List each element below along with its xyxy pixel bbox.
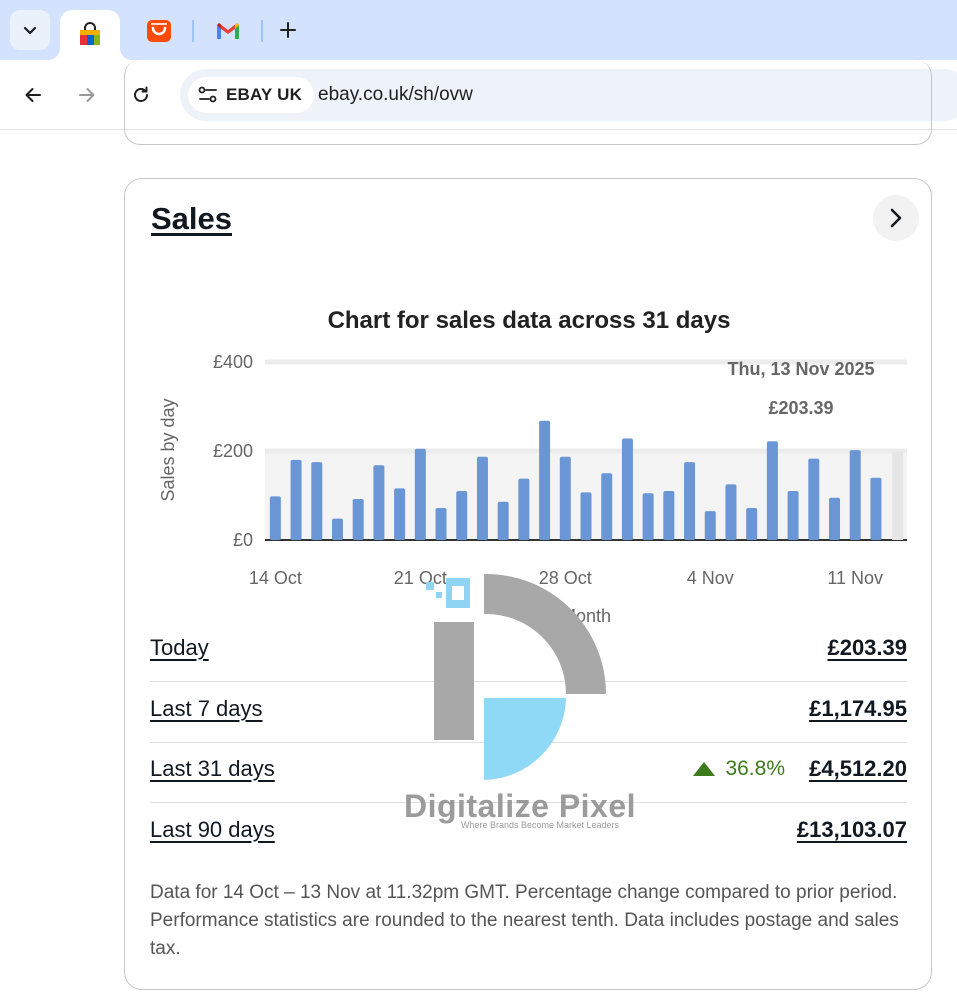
metric-row: Last 31 days 36.8% £4,512.20	[150, 742, 907, 803]
chart-bar[interactable]	[497, 501, 509, 540]
chart-bar[interactable]	[766, 441, 778, 540]
chart-bar[interactable]	[725, 484, 737, 540]
sales-footnote: Data for 14 Oct – 13 Nov at 11.32pm GMT.…	[150, 882, 899, 959]
metric-row: Today £203.39	[150, 621, 907, 682]
bar-highlight[interactable]	[892, 451, 904, 540]
chart-bar[interactable]	[352, 499, 364, 540]
forward-button[interactable]	[70, 78, 104, 112]
y-tick-label: £0	[233, 530, 253, 550]
metric-value[interactable]: £1,174.95	[809, 696, 907, 721]
chart-bar[interactable]	[601, 473, 613, 540]
plus-icon	[280, 22, 296, 38]
metric-value[interactable]: £203.39	[827, 635, 907, 660]
tab-search-button[interactable]	[10, 10, 50, 50]
tooltip-date: Thu, 13 Nov 2025	[727, 359, 874, 379]
chevron-down-icon	[23, 26, 37, 35]
chart-bar[interactable]	[746, 507, 758, 540]
x-tick-label: 28 Oct	[539, 568, 592, 588]
metric-value[interactable]: £4,512.20	[809, 756, 907, 781]
metric-label[interactable]: Last 90 days	[150, 817, 275, 842]
y-tick-label: £200	[213, 441, 253, 461]
metric-value[interactable]: £13,103.07	[796, 817, 907, 842]
back-button[interactable]	[16, 78, 50, 112]
chart-bar[interactable]	[829, 497, 841, 540]
chart-bar[interactable]	[559, 456, 571, 540]
x-tick-label: 4 Nov	[687, 568, 734, 588]
y-axis-label: Sales by day	[158, 398, 178, 501]
x-tick-label: 21 Oct	[394, 568, 447, 588]
chart-bar[interactable]	[580, 492, 592, 540]
chart-bar[interactable]	[704, 511, 716, 540]
chart-bar[interactable]	[394, 488, 406, 540]
metric-label[interactable]: Last 7 days	[150, 696, 263, 721]
metric-change-value: 36.8%	[725, 757, 785, 780]
chart-title: Chart for sales data across 31 days	[328, 307, 731, 334]
tab-strip	[0, 0, 957, 60]
reload-icon	[134, 86, 148, 102]
chart-bar[interactable]	[808, 458, 820, 540]
reload-button[interactable]	[124, 78, 158, 112]
chart-bar[interactable]	[435, 507, 447, 540]
metric-row: Last 90 days £13,103.07	[150, 803, 907, 864]
url-text[interactable]: ebay.co.uk/sh/ovw	[318, 84, 473, 105]
metric-row: Last 7 days £1,174.95	[150, 682, 907, 743]
chart-bar[interactable]	[456, 491, 468, 540]
aliexpress-icon	[147, 20, 171, 42]
sales-details-button[interactable]	[873, 195, 919, 241]
gmail-icon	[217, 23, 239, 39]
chart-bar[interactable]	[642, 493, 654, 540]
chart-bar[interactable]	[621, 438, 633, 540]
tab-gmail[interactable]	[214, 18, 242, 44]
sales-chart: Chart for sales data across 31 days Sale…	[158, 307, 907, 626]
chart-bar[interactable]	[373, 465, 385, 540]
chart-bar[interactable]	[663, 491, 675, 540]
tab-aliexpress[interactable]	[145, 18, 173, 44]
chart-bar[interactable]	[311, 462, 323, 540]
arrow-right-icon	[79, 88, 95, 102]
x-tick-label: 14 Oct	[249, 568, 302, 588]
chart-bar[interactable]	[870, 477, 882, 540]
browser-toolbar: EBAY UK ebay.co.uk/sh/ovw	[0, 60, 957, 130]
x-tick-label: 11 Nov	[827, 568, 883, 588]
site-settings-icon	[198, 86, 217, 103]
sales-card: Sales Chart for sales data across 31 day…	[124, 178, 932, 990]
chart-bar[interactable]	[787, 491, 799, 540]
arrow-left-icon	[25, 88, 41, 102]
chart-bar[interactable]	[849, 450, 861, 540]
site-info-chip[interactable]: EBAY UK	[188, 77, 315, 113]
chart-bar[interactable]	[269, 496, 281, 540]
tab-separator	[261, 20, 263, 42]
tab-ebay[interactable]	[60, 10, 120, 60]
tooltip-value: £203.39	[768, 398, 833, 418]
sales-title[interactable]: Sales	[151, 201, 233, 236]
metric-label[interactable]: Last 31 days	[150, 756, 275, 781]
site-chip-label: EBAY UK	[226, 85, 303, 104]
trend-up-icon	[693, 762, 716, 776]
chart-bar[interactable]	[290, 459, 302, 540]
chart-bar[interactable]	[684, 462, 696, 540]
chart-bar[interactable]	[414, 448, 426, 540]
shopping-bag-icon	[80, 22, 100, 45]
tab-separator	[192, 20, 194, 42]
metric-label[interactable]: Today	[150, 635, 209, 660]
chart-bar[interactable]	[331, 518, 343, 540]
chart-bar[interactable]	[518, 478, 530, 540]
chart-bar[interactable]	[476, 456, 488, 540]
chevron-right-icon	[890, 208, 902, 228]
metric-change: 36.8%	[693, 757, 785, 781]
previous-card-bottom	[124, 60, 932, 145]
address-bar[interactable]: EBAY UK ebay.co.uk/sh/ovw	[180, 69, 957, 121]
new-tab-button[interactable]	[274, 16, 302, 44]
chart-bar[interactable]	[539, 420, 551, 540]
y-tick-label: £400	[213, 352, 253, 372]
